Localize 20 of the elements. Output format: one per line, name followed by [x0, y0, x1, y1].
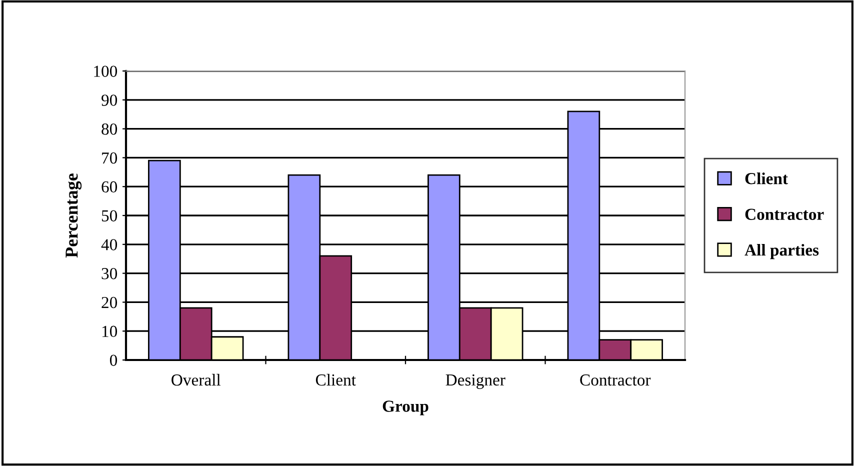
legend-label: All parties: [744, 244, 819, 260]
x-tick-label: Client: [316, 374, 356, 386]
y-tick-label: 30: [102, 268, 118, 280]
y-tick-label: 80: [102, 124, 118, 135]
legend-label: Contractor: [745, 208, 824, 220]
y-tick-label: 40: [101, 239, 118, 250]
y-tick-label: 50: [102, 210, 118, 222]
x-tick-label: Contractor: [580, 374, 651, 386]
legend-label: Client: [745, 172, 788, 184]
y-tick-label: 60: [102, 181, 118, 193]
x-tick-label: Designer: [446, 374, 506, 390]
x-axis-title: Group: [382, 400, 428, 416]
x-tick-label: Overall: [172, 374, 221, 386]
y-tick-label: 10: [102, 326, 118, 338]
y-tick-label: 100: [94, 66, 118, 77]
y-axis-title: Percentage: [66, 174, 82, 258]
y-tick-label: 90: [102, 94, 118, 106]
y-tick-label: 0: [110, 354, 118, 366]
y-tick-label: 20: [102, 296, 118, 308]
y-tick-label: 70: [102, 152, 118, 164]
